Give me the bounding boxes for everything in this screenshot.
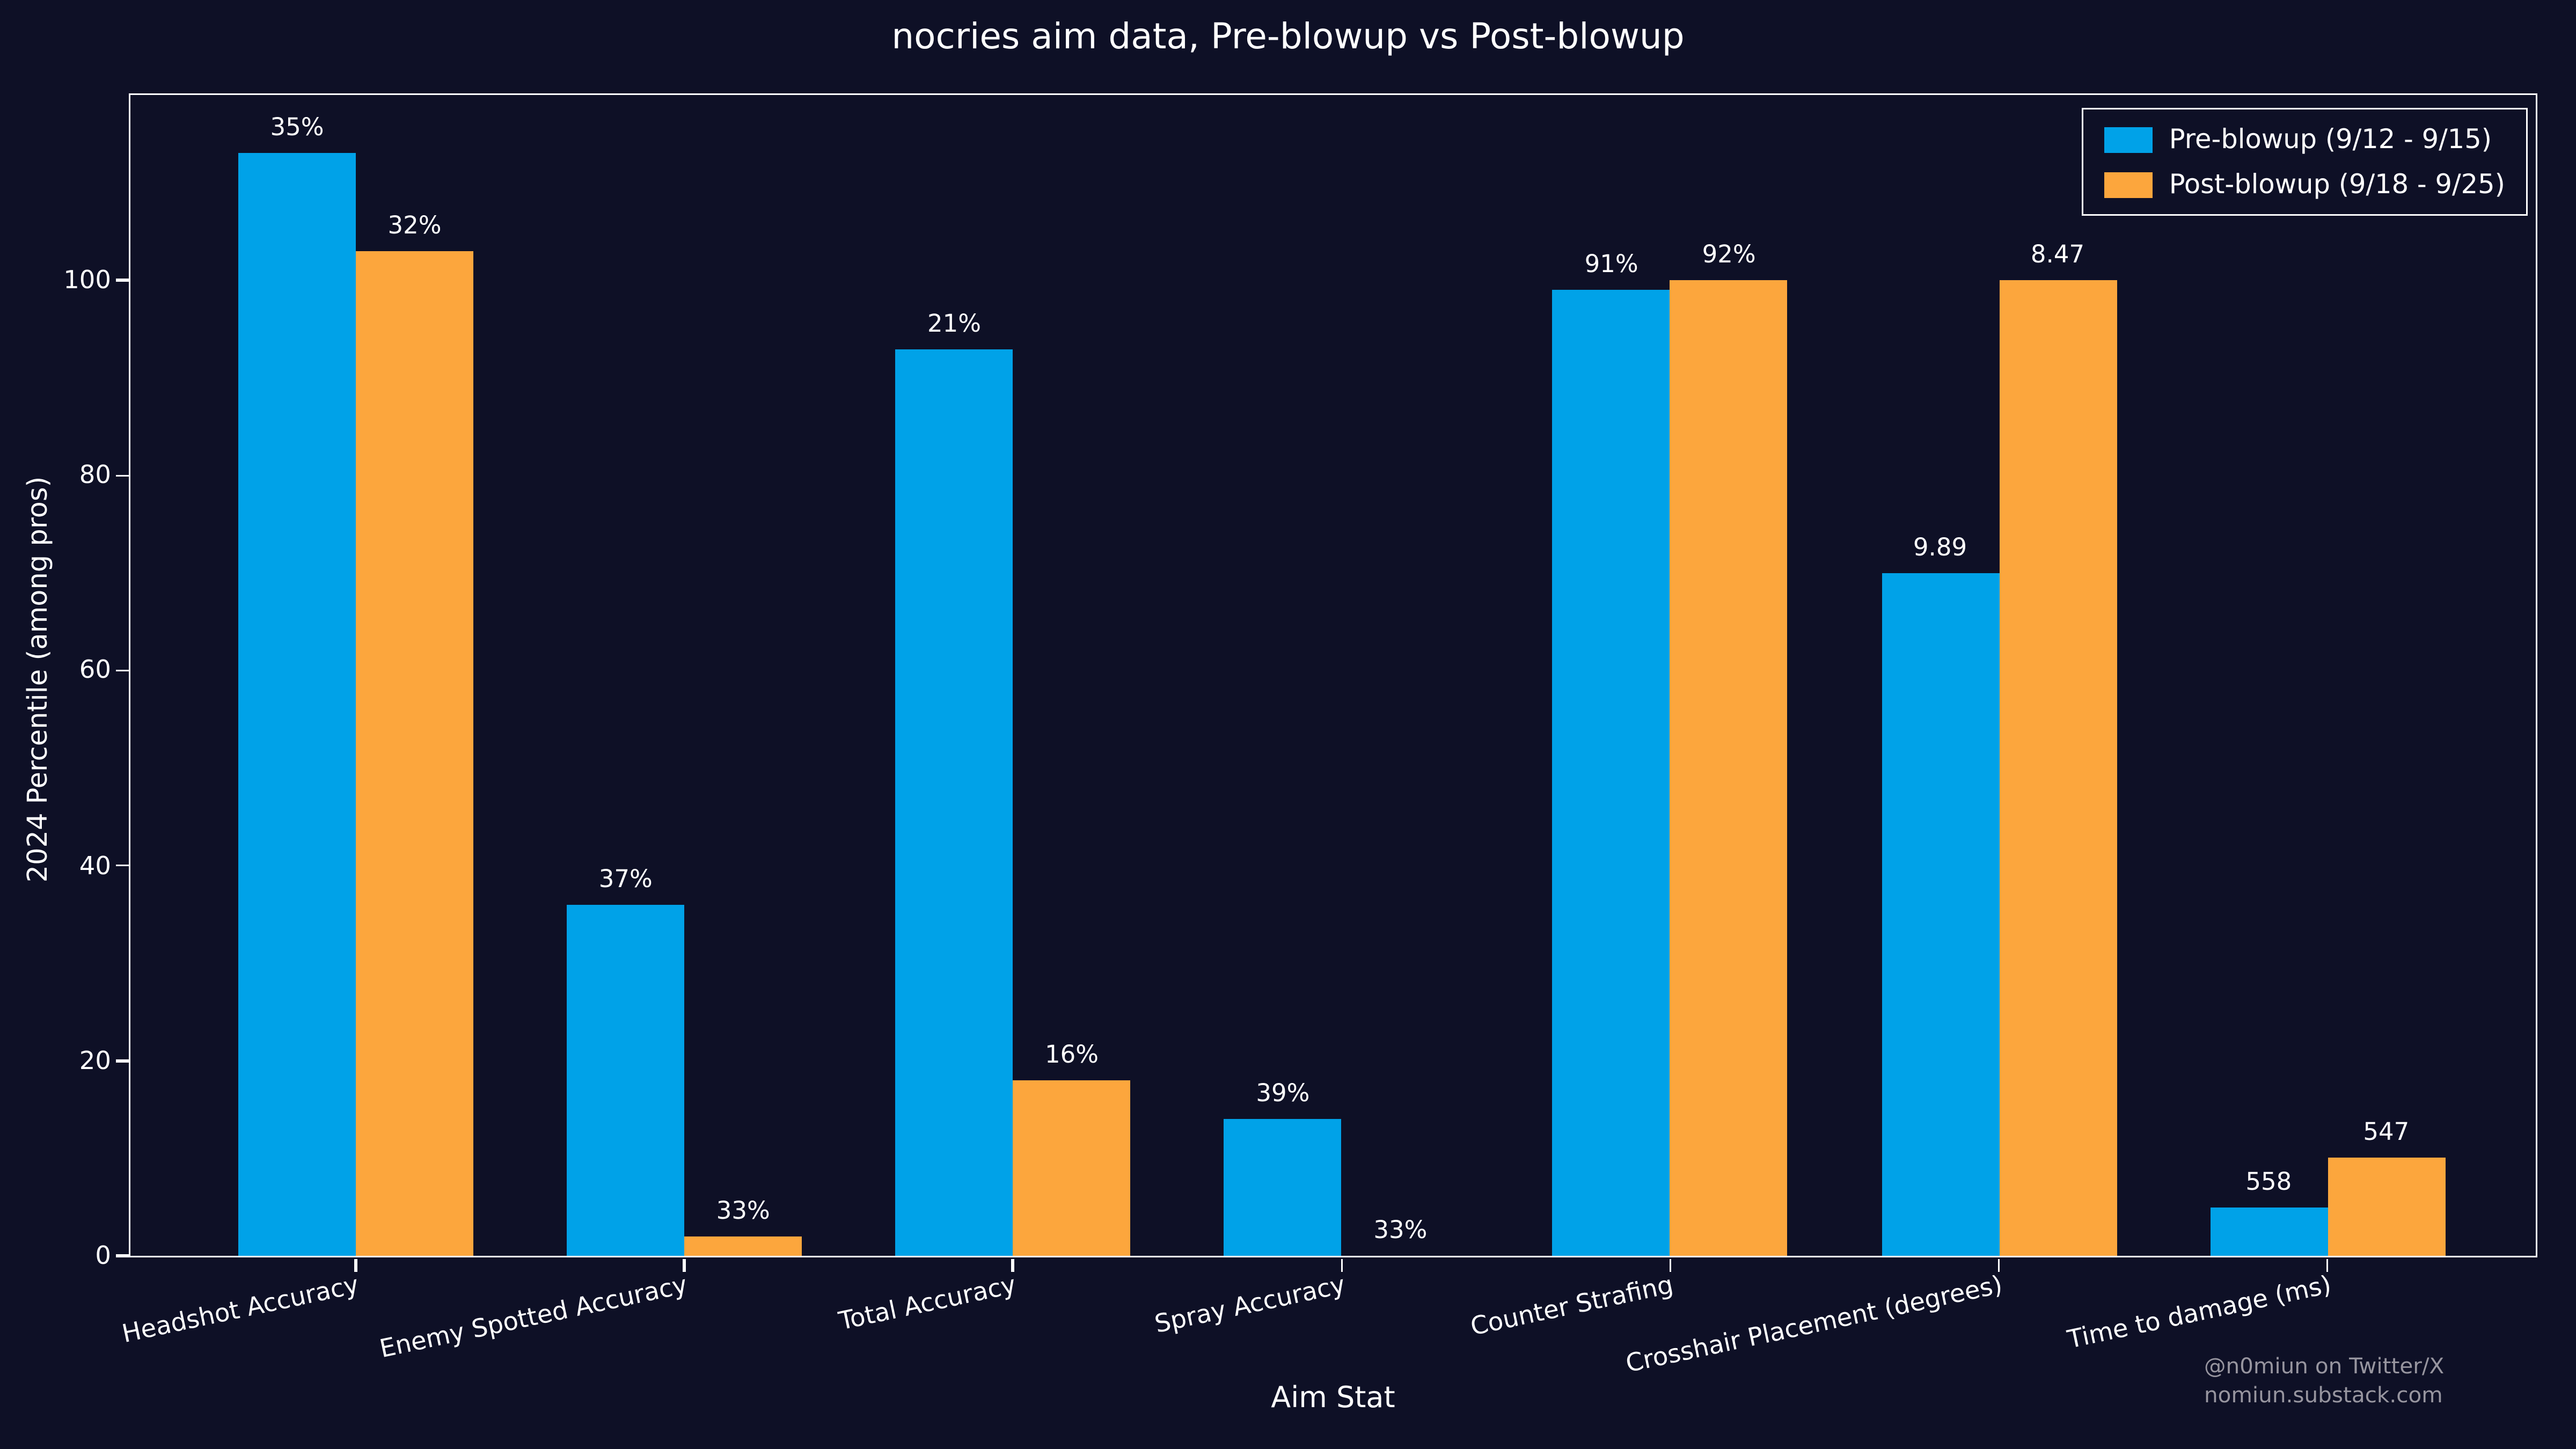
bar xyxy=(2209,1207,2328,1256)
legend-item-pre-blowup: Pre-blowup (9/12 - 9/15) xyxy=(2104,124,2505,155)
bar-value-label: 547 xyxy=(2363,1118,2410,1147)
watermark-twitter-handle: @n0miun on Twitter/X xyxy=(2204,1354,2445,1380)
bar xyxy=(356,251,473,1256)
bar-value-label: 35% xyxy=(270,113,324,143)
bar-value-label: 558 xyxy=(2245,1167,2292,1196)
watermark: @n0miun on Twitter/X nomiun.substack.com xyxy=(2204,1352,2444,1411)
bar xyxy=(1670,280,1788,1256)
bar xyxy=(1553,290,1671,1256)
bar-value-label: 37% xyxy=(598,864,653,894)
bar-value-label: 8.47 xyxy=(2030,240,2085,269)
x-tick-label: Time to damage (ms) xyxy=(2065,1270,2334,1355)
x-tick-mark xyxy=(1997,1258,2000,1271)
y-tick-mark xyxy=(115,1059,128,1062)
x-tick-label: Enemy Spotted Accuracy xyxy=(377,1270,691,1364)
y-tick-label: 0 xyxy=(95,1241,111,1270)
bar-value-label: 9.89 xyxy=(1913,532,1967,562)
bar-value-label: 33% xyxy=(716,1196,770,1225)
x-tick-mark xyxy=(354,1258,357,1271)
x-tick-label: Counter Strafing xyxy=(1468,1270,1677,1342)
bar xyxy=(2327,1158,2445,1256)
x-tick-mark xyxy=(683,1258,686,1271)
bar xyxy=(1999,280,2117,1256)
x-tick-label: Total Accuracy xyxy=(837,1270,1019,1336)
y-tick-label: 100 xyxy=(63,266,111,295)
y-tick-mark xyxy=(115,474,128,477)
legend-swatch xyxy=(2104,171,2153,197)
bar-value-label: 33% xyxy=(1373,1216,1428,1245)
y-tick-mark xyxy=(115,279,128,282)
bar xyxy=(895,348,1013,1256)
chart-title: nocries aim data, Pre-blowup vs Post-blo… xyxy=(891,18,1685,58)
x-tick-label: Spray Accuracy xyxy=(1152,1270,1348,1339)
watermark-substack-url: nomiun.substack.com xyxy=(2204,1383,2443,1409)
y-axis-label: 2024 Percentile (among pros) xyxy=(23,476,55,883)
x-tick-label: Crosshair Placement (degrees) xyxy=(1623,1270,2005,1379)
y-tick-label: 80 xyxy=(79,460,111,490)
plot-area: Pre-blowup (9/12 - 9/15) Post-blowup (9/… xyxy=(63,93,2537,1379)
y-tick-mark xyxy=(115,669,128,672)
y-tick-mark xyxy=(115,1254,128,1257)
x-tick-label: Headshot Accuracy xyxy=(120,1270,362,1349)
legend-item-post-blowup: Post-blowup (9/18 - 9/25) xyxy=(2104,169,2505,200)
bar xyxy=(684,1236,802,1256)
x-tick-mark xyxy=(1668,1258,1672,1271)
y-tick-label: 60 xyxy=(79,656,111,685)
bar xyxy=(1013,1080,1131,1256)
y-tick-label: 40 xyxy=(79,851,111,880)
legend-swatch xyxy=(2104,126,2153,152)
bar xyxy=(238,153,356,1256)
legend-label-post-blowup: Post-blowup (9/18 - 9/25) xyxy=(2169,169,2505,200)
bar xyxy=(1881,573,1999,1256)
y-tick-mark xyxy=(115,864,128,867)
x-tick-mark xyxy=(2326,1258,2329,1271)
bar-value-label: 39% xyxy=(1256,1079,1310,1108)
bar-value-label: 32% xyxy=(387,210,442,240)
legend: Pre-blowup (9/12 - 9/15) Post-blowup (9/… xyxy=(2082,108,2528,216)
legend-label-pre-blowup: Pre-blowup (9/12 - 9/15) xyxy=(2169,124,2492,155)
bar-value-label: 16% xyxy=(1045,1040,1099,1069)
bar xyxy=(567,904,685,1256)
bar xyxy=(1224,1119,1342,1256)
bar-value-label: 91% xyxy=(1584,250,1638,279)
x-tick-mark xyxy=(1012,1258,1014,1271)
x-tick-mark xyxy=(1340,1258,1343,1271)
bar-value-label: 92% xyxy=(1702,240,1756,269)
x-axis-label: Aim Stat xyxy=(1271,1381,1395,1415)
bar-value-label: 21% xyxy=(927,308,982,338)
y-tick-label: 20 xyxy=(79,1046,111,1075)
